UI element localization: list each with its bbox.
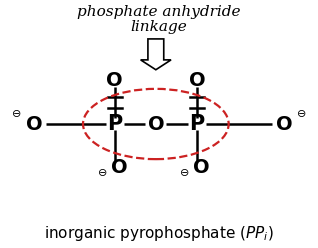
Text: P: P <box>107 114 122 134</box>
Text: ⊖: ⊖ <box>12 109 21 119</box>
Text: O: O <box>189 71 205 90</box>
Text: linkage: linkage <box>131 20 187 33</box>
Text: O: O <box>106 71 123 90</box>
Text: O: O <box>276 115 292 133</box>
Text: O: O <box>111 158 128 177</box>
Text: ⊖: ⊖ <box>297 109 306 119</box>
Text: phosphate anhydride: phosphate anhydride <box>77 5 241 19</box>
Polygon shape <box>141 39 171 70</box>
Text: ⊖: ⊖ <box>98 168 107 178</box>
Text: O: O <box>26 115 42 133</box>
Text: O: O <box>148 115 164 133</box>
Text: inorganic pyrophosphate ($\mathit{PP}_\mathit{i}$): inorganic pyrophosphate ($\mathit{PP}_\m… <box>44 224 274 243</box>
Text: ⊖: ⊖ <box>180 168 190 178</box>
Text: P: P <box>189 114 204 134</box>
Text: O: O <box>193 158 210 177</box>
